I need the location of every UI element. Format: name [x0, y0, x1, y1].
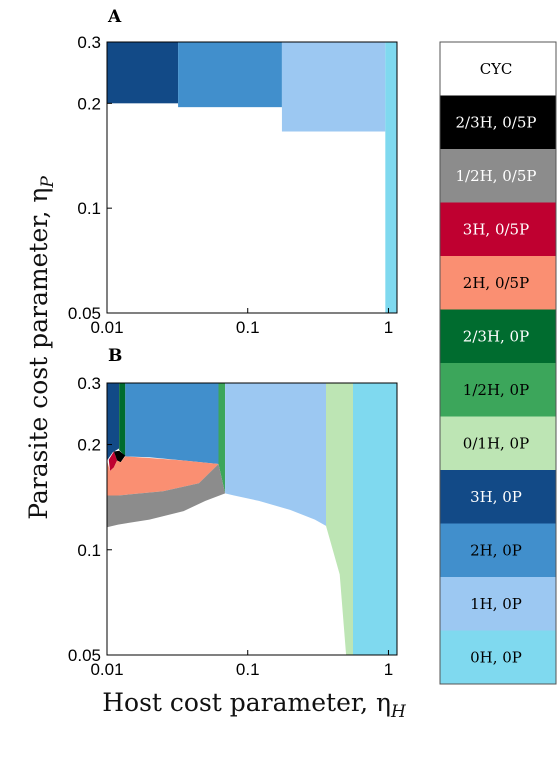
legend-swatch-3h-0p — [440, 470, 556, 524]
legend-swatch-1-2h-0-5p — [440, 149, 556, 203]
legend-label-3h-0-5p: 3H, 0/5P — [463, 220, 529, 238]
panel-a-plot-frame — [106, 41, 398, 314]
legend-label-3h-0p: 3H, 0P — [470, 488, 522, 506]
x-axis-title-text: Host cost parameter, η — [102, 688, 391, 717]
legend-label-2h-0-5p: 2H, 0/5P — [463, 274, 529, 292]
legend-label-1h-0p: 1H, 0P — [470, 595, 522, 613]
panel-b-y-tick-label: 0.05 — [68, 646, 101, 665]
legend: CYC 2/3H, 0/5P 1/2H, 0/5P 3H, 0/5P 2H, 0/5P 2… — [439, 41, 557, 685]
y-axis-title-text: Parasite cost parameter, η — [24, 188, 53, 520]
panel-b-region-2-3h-0p — [119, 383, 126, 457]
panel-a-y-tick-label: 0.1 — [77, 199, 101, 218]
panel-b-ticks: 0.01 0.1 1 0.05 0.1 0.2 0.3 — [68, 374, 393, 679]
legend-label-1-2h-0p: 1/2H, 0P — [463, 381, 529, 399]
panel-b-region-2h-0p — [125, 383, 219, 464]
panel-b-x-tick-label: 0.1 — [236, 660, 260, 679]
legend-swatch-1-2h-0p — [440, 363, 556, 417]
legend-label-0h-0p: 0H, 0P — [470, 648, 522, 666]
panel-a-x-tick-label: 0.1 — [236, 318, 260, 337]
panel-a-region-3h-0p — [107, 42, 179, 104]
y-axis-title: Parasite cost parameter, ηP — [24, 176, 58, 520]
panel-b-region-1-2h-0p — [218, 383, 226, 494]
legend-swatch-2-3h-0p — [440, 309, 556, 363]
x-axis-title-subscript: H — [390, 702, 407, 722]
panel-a-x-tick-label: 1 — [384, 318, 393, 337]
panel-a-ticks: 0.01 0.1 1 0.05 0.1 0.2 0.3 — [68, 33, 393, 337]
legend-swatch-cyc — [440, 42, 556, 96]
panel-b-y-tick-label: 0.3 — [77, 374, 101, 393]
panel-b-region-1-2h-0-5p — [107, 464, 226, 528]
panel-a-y-tick-label: 0.2 — [77, 94, 101, 113]
panel-b-x-tick-label: 1 — [384, 660, 393, 679]
panel-a-region-1h-0p — [281, 42, 386, 132]
panel-b-region-3h-0p — [107, 383, 120, 461]
legend-label-2-3h-0p: 2/3H, 0P — [463, 327, 529, 345]
legend-swatch-3h-0-5p — [440, 202, 556, 256]
legend-label-cyc: CYC — [480, 60, 513, 78]
panel-b-x-tick-label: 0.01 — [90, 660, 123, 679]
panel-b-letter: B — [108, 346, 122, 366]
panel-a-letter: A — [107, 7, 122, 27]
legend-label-1-2h-0-5p: 1/2H, 0/5P — [456, 167, 537, 185]
panel-b-region-2-3h-0-5p — [113, 450, 126, 463]
panel-b-region-0h-0p — [353, 383, 397, 655]
y-axis-title-subscript: P — [38, 176, 58, 189]
panel-b: B 0.01 0.1 1 0.05 0.1 0.2 0.3 — [68, 346, 398, 679]
legend-swatch-2-3h-0-5p — [440, 95, 556, 149]
panel-a-y-tick-label: 0.3 — [77, 33, 101, 52]
legend-frame — [439, 41, 557, 685]
panel-b-y-tick-label: 0.1 — [77, 541, 101, 560]
panel-a-y-tick-label: 0.05 — [68, 304, 101, 323]
legend-label-2-3h-0-5p: 2/3H, 0/5P — [456, 113, 537, 131]
panel-b-region-3h-0-5p — [108, 451, 118, 471]
panel-b-region-1h-0p — [225, 383, 326, 526]
panel-b-regions — [107, 383, 397, 655]
panel-a-region-2h-0p — [178, 42, 282, 108]
legend-label-2h-0p: 2H, 0P — [470, 541, 522, 559]
panel-b-plot-frame — [106, 382, 398, 656]
panel-a-region-0h-0p — [385, 42, 397, 313]
panel-b-region-0-1h-0p — [326, 383, 353, 655]
legend-swatch-2h-0-5p — [440, 256, 556, 310]
legend-swatch-2h-0p — [440, 523, 556, 577]
legend-label-0-1h-0p: 0/1H, 0P — [463, 434, 529, 452]
panel-b-region-2h-0-5p — [107, 456, 219, 496]
legend-swatch-0h-0p — [440, 630, 556, 684]
legend-swatch-1h-0p — [440, 577, 556, 631]
panel-a-regions — [107, 42, 397, 313]
x-axis-title: Host cost parameter, ηH — [102, 688, 407, 722]
panel-a: A 0.01 0.1 1 0.05 0.1 0.2 0.3 — [68, 7, 398, 337]
panel-a-x-tick-label: 0.01 — [90, 318, 123, 337]
legend-swatch-0-1h-0p — [440, 416, 556, 470]
panel-b-y-tick-label: 0.2 — [77, 436, 101, 455]
